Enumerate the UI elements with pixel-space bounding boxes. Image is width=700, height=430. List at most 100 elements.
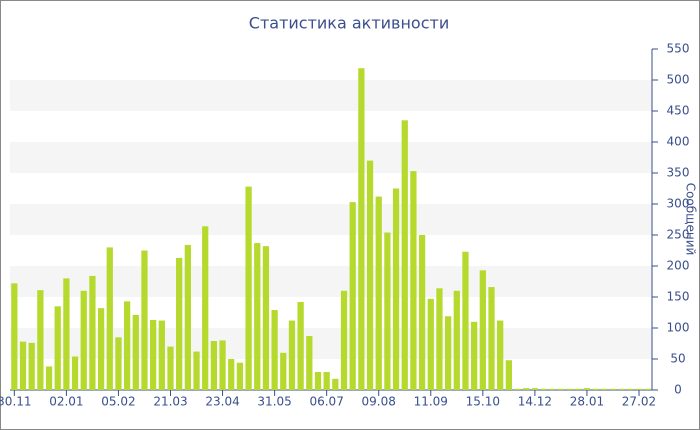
bar	[184, 244, 191, 390]
y-axis-label: Сообщений	[684, 183, 698, 256]
bar	[540, 388, 547, 390]
grid-band	[10, 80, 652, 111]
x-tick-label: 28.01	[570, 395, 604, 409]
bar	[219, 340, 226, 390]
bar	[28, 342, 35, 390]
bar	[11, 283, 18, 390]
bar	[418, 235, 426, 390]
bar	[167, 346, 174, 390]
bar	[132, 314, 139, 390]
y-tick-label: 500	[667, 73, 690, 87]
bar	[392, 188, 400, 390]
bar	[410, 171, 417, 390]
bar	[210, 341, 218, 390]
y-tick-label: 450	[667, 104, 690, 118]
grid-band	[10, 266, 652, 297]
bar	[323, 372, 330, 390]
x-tick-label: 05.02	[101, 395, 135, 409]
bar	[601, 388, 608, 390]
bar	[254, 243, 261, 390]
grid-band	[10, 204, 652, 235]
bar	[444, 316, 452, 390]
x-tick-label: 09.08	[362, 395, 396, 409]
bar	[427, 298, 434, 390]
bar	[340, 290, 348, 390]
bar	[314, 372, 322, 390]
bar	[236, 362, 244, 390]
y-tick-label: 50	[670, 352, 685, 366]
bar	[627, 388, 634, 390]
bar	[19, 341, 27, 390]
bar	[453, 290, 460, 390]
bar	[193, 351, 200, 390]
bar	[123, 301, 131, 390]
bar	[366, 160, 374, 390]
bar	[531, 388, 539, 390]
bar	[271, 310, 278, 390]
bar	[71, 356, 79, 390]
x-tick-label: 30.11	[0, 395, 32, 409]
bar	[401, 120, 408, 391]
bar	[549, 388, 556, 390]
bar	[644, 388, 651, 390]
x-tick-label: 06.07	[309, 395, 343, 409]
bar	[523, 388, 530, 390]
bar	[202, 226, 209, 390]
bar	[609, 388, 617, 390]
grid-band	[10, 328, 652, 359]
y-tick-label: 150	[667, 290, 690, 304]
x-tick-label: 02.01	[49, 395, 83, 409]
x-tick-label: 14.12	[518, 395, 552, 409]
y-tick-label: 350	[667, 166, 690, 180]
chart-title: Статистика активности	[249, 14, 449, 33]
bar	[297, 301, 304, 390]
bar	[45, 366, 53, 390]
bar	[158, 320, 165, 390]
y-tick-label: 0	[674, 383, 682, 397]
bar	[375, 196, 382, 390]
bar	[583, 388, 591, 390]
bar	[262, 246, 270, 390]
bar	[488, 287, 495, 390]
bar	[280, 352, 287, 390]
bar	[228, 359, 235, 390]
y-tick-label: 200	[667, 259, 690, 273]
bar	[566, 388, 573, 390]
bar	[115, 337, 122, 390]
bar	[349, 202, 356, 390]
bar	[575, 388, 582, 390]
bar	[288, 320, 296, 390]
bar	[54, 306, 61, 390]
bar	[436, 288, 443, 390]
bar	[471, 321, 478, 390]
y-tick-label: 400	[667, 135, 690, 149]
bar	[358, 68, 365, 390]
x-tick-label: 23.04	[205, 395, 239, 409]
bar	[479, 270, 486, 390]
grid-band	[10, 142, 652, 173]
bar	[37, 290, 44, 390]
bar	[106, 247, 113, 390]
bar	[150, 319, 157, 390]
bar	[384, 232, 391, 390]
x-tick-label: 11.09	[414, 395, 448, 409]
bar	[497, 320, 504, 390]
bar	[462, 251, 469, 390]
y-tick-label: 300	[667, 197, 690, 211]
y-tick-label: 100	[667, 321, 690, 335]
x-tick-label: 27.02	[622, 395, 656, 409]
bar	[141, 250, 148, 390]
bar	[89, 275, 96, 390]
bar	[592, 388, 599, 390]
bar	[63, 278, 70, 390]
y-tick-label: 550	[667, 42, 690, 56]
bar	[332, 378, 339, 390]
bar	[618, 388, 625, 390]
x-tick-label: 15.10	[466, 395, 500, 409]
bar	[505, 360, 512, 390]
bar	[80, 290, 87, 390]
bar	[514, 388, 521, 390]
bar	[176, 257, 183, 390]
x-tick-label: 21.03	[153, 395, 187, 409]
bar	[635, 388, 643, 390]
